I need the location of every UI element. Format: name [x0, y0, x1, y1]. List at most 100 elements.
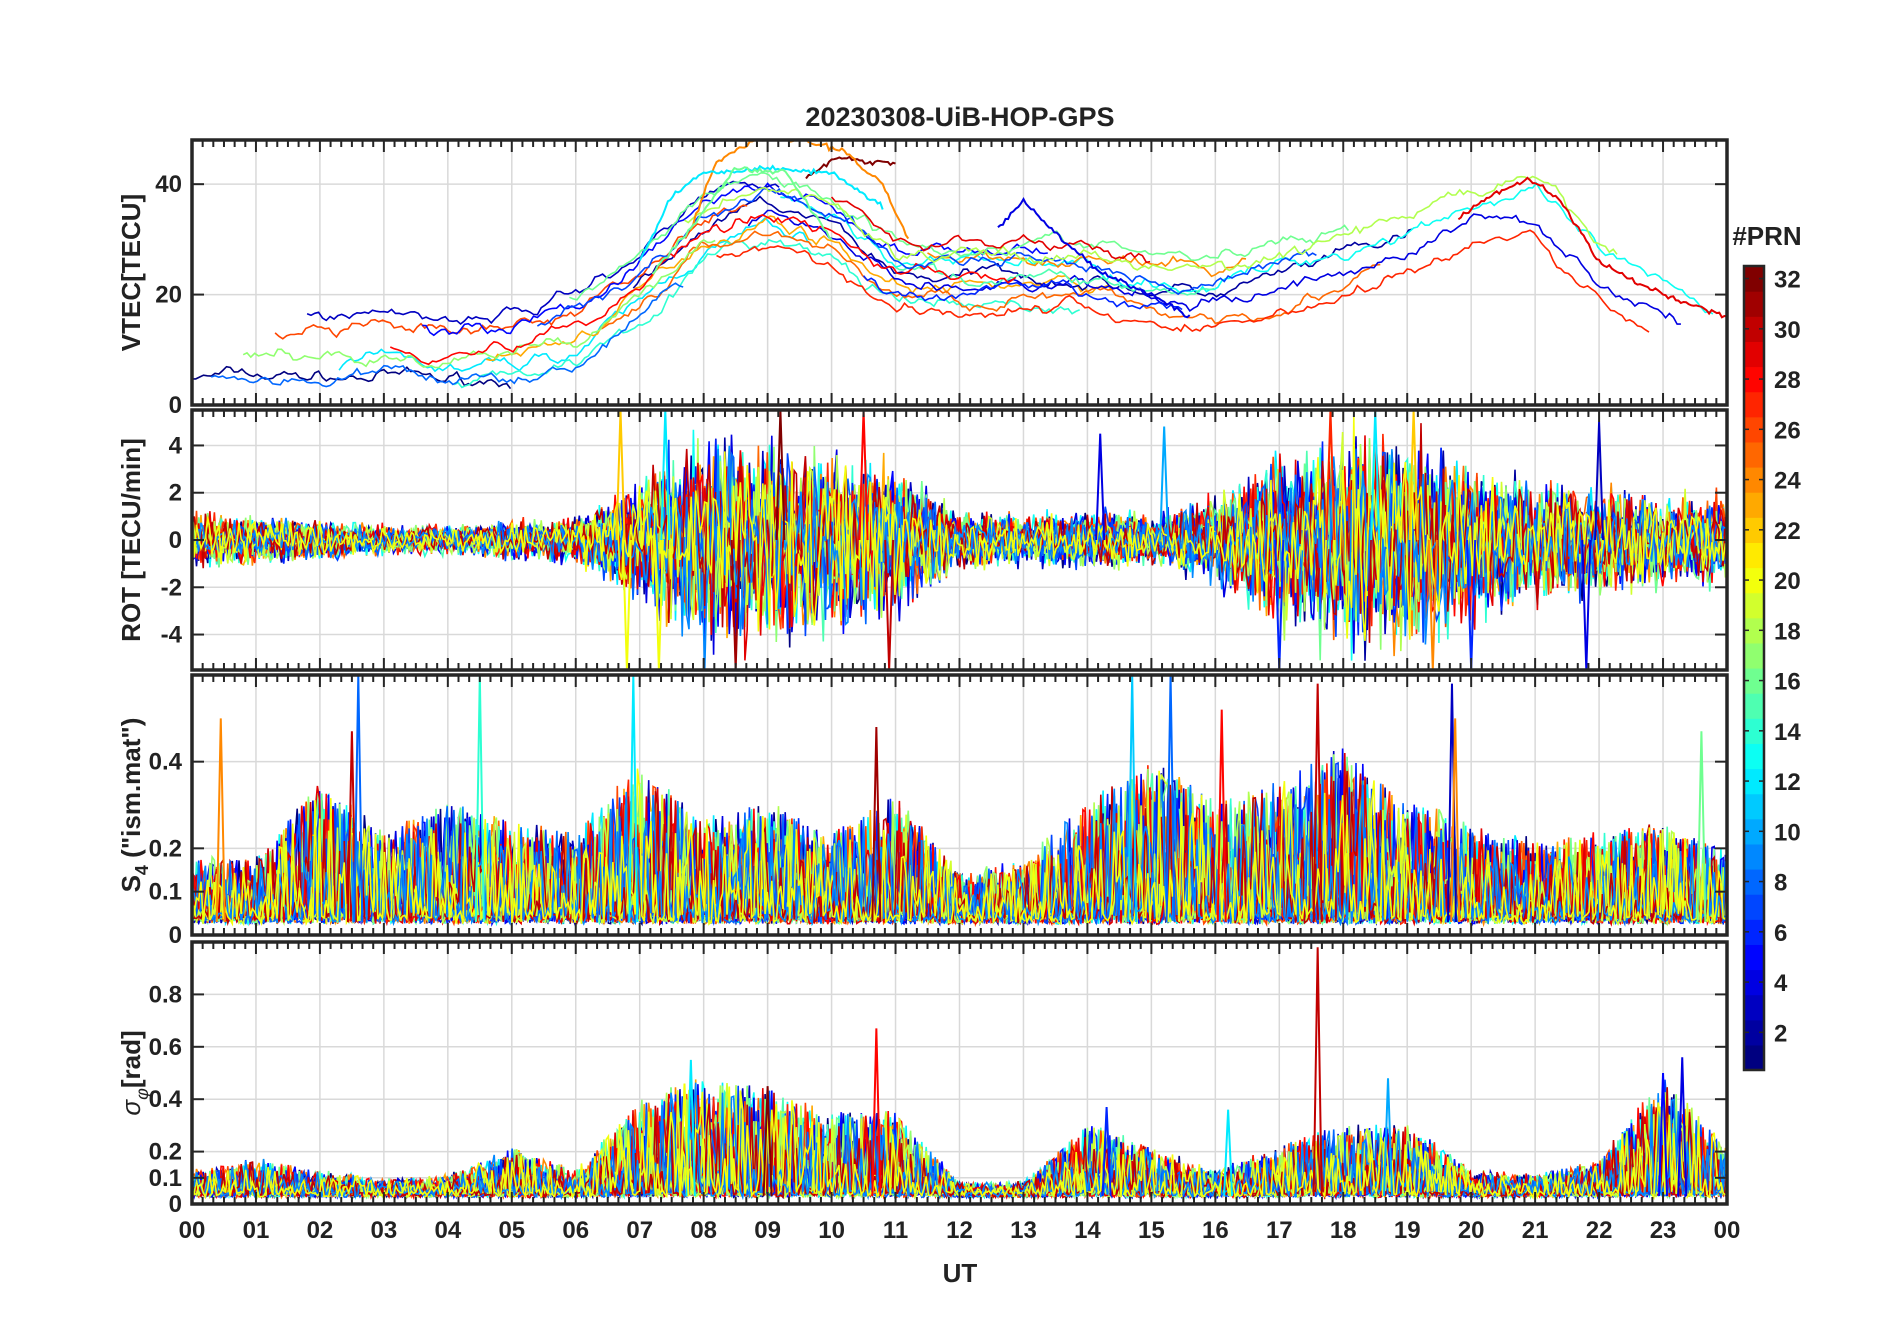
spike-prn-28 — [858, 410, 869, 541]
spike-prn-8 — [1165, 675, 1176, 923]
x-tick-label: 05 — [498, 1217, 525, 1244]
spike-prn-22 — [1408, 410, 1419, 541]
colorbar-band — [1744, 517, 1764, 543]
series-line — [242, 239, 716, 369]
spike-prn-30 — [1312, 683, 1323, 923]
x-tick-label: 20 — [1458, 1217, 1485, 1244]
colorbar-tick-label: 32 — [1774, 267, 1801, 294]
colorbar-tick-label: 26 — [1774, 417, 1801, 444]
colorbar-band — [1744, 642, 1764, 669]
series-line — [192, 445, 1726, 670]
spike-prn-31 — [871, 726, 882, 923]
spike-prn-27 — [1325, 410, 1336, 541]
y-tick-label: 0.1 — [149, 1165, 182, 1192]
colorbar-band — [1744, 668, 1764, 694]
x-tick-label: 07 — [626, 1217, 653, 1244]
ticks-rot — [191, 410, 1728, 670]
x-tick-label: 00 — [1714, 1217, 1741, 1244]
series-line — [192, 1087, 1727, 1201]
y-axis-label: VTEC[TECU] — [116, 194, 146, 351]
x-tick-label: 01 — [243, 1217, 270, 1244]
colorbar-band — [1744, 567, 1764, 594]
spike-prn-10 — [1383, 1078, 1394, 1197]
colorbar-band — [1744, 441, 1764, 468]
y-tick-label: -2 — [161, 574, 182, 601]
series-line — [569, 171, 1350, 301]
spike-prn-12 — [1223, 1109, 1234, 1197]
colorbar-tick-label: 22 — [1774, 518, 1801, 545]
spike-prn-22 — [615, 410, 626, 541]
colorbar-tick-label: 2 — [1774, 1020, 1787, 1047]
y-tick-label: 0 — [169, 392, 182, 419]
colorbar-band — [1744, 542, 1764, 569]
spike-prn-12 — [660, 410, 671, 541]
spike-prn-20 — [679, 1083, 690, 1197]
panel-s4: 0 0.1 0.2 0.4S4 ("ism.mat") — [116, 673, 1729, 949]
colorbar-band — [1744, 994, 1764, 1021]
spike-prn-30 — [884, 539, 895, 670]
y-tick-label: -4 — [161, 622, 183, 649]
spike-prn-4 — [1095, 433, 1106, 541]
x-tick-label: 16 — [1202, 1217, 1229, 1244]
x-tick-label: 18 — [1330, 1217, 1357, 1244]
colorbar-band — [1744, 944, 1764, 971]
colorbar-tick-label: 6 — [1774, 920, 1787, 947]
colorbar-tick-label: 14 — [1774, 719, 1801, 746]
data-s4 — [192, 675, 1727, 928]
colorbar-band — [1744, 316, 1764, 342]
spike-prn-30 — [1312, 947, 1323, 1197]
x-tick-label: 04 — [434, 1217, 461, 1244]
ticks-vtec — [191, 140, 1728, 406]
colorbar-band — [1744, 492, 1764, 518]
y-tick-label: 0.2 — [149, 1139, 182, 1166]
spike-prn-14 — [474, 675, 485, 923]
spike-prn-6 — [1466, 539, 1477, 670]
chart-title: 20230308-UiB-HOP-GPS — [805, 102, 1114, 132]
x-tick-label: 23 — [1650, 1217, 1677, 1244]
x-tick-label: 02 — [307, 1217, 334, 1244]
x-tick-label: 12 — [946, 1217, 973, 1244]
series-line-prn-12 — [638, 164, 884, 262]
colorbar-tick-label: 24 — [1774, 468, 1801, 495]
x-tick-label: 17 — [1266, 1217, 1293, 1244]
colorbar-band — [1744, 743, 1764, 770]
colorbar-band — [1744, 391, 1764, 418]
series-line-prn-32 — [805, 155, 896, 180]
data-vtec — [192, 140, 1727, 390]
x-tick-label: 10 — [818, 1217, 845, 1244]
ticks-s4 — [191, 675, 1728, 936]
y-tick-label: 4 — [169, 432, 183, 459]
grid-sigma-phi — [191, 942, 1728, 1205]
y-tick-label: 0 — [169, 527, 182, 554]
series-line — [536, 187, 1317, 327]
series-line — [422, 182, 1048, 337]
y-axis-label: ROT [TECU/min] — [116, 438, 146, 642]
y-tick-label: 0.1 — [149, 879, 182, 906]
colorbar-band — [1744, 693, 1764, 719]
y-tick-label: 0.8 — [149, 981, 182, 1008]
colorbar-band — [1744, 919, 1764, 945]
spike-prn-12 — [685, 1059, 696, 1197]
series-line — [830, 196, 1151, 264]
colorbar-band — [1744, 894, 1764, 920]
colorbar-tick-label: 12 — [1774, 769, 1801, 796]
spike-prn-20 — [621, 539, 632, 670]
colorbar-band — [1744, 869, 1764, 895]
spike-prn-16 — [1696, 731, 1707, 923]
spike-prn-24 — [1450, 718, 1461, 923]
spike-prn-32 — [775, 410, 786, 541]
x-tick-label: 03 — [371, 1217, 398, 1244]
series-line-prn-29 — [1457, 176, 1727, 319]
colorbar-band — [1744, 969, 1764, 996]
x-tick-label: 00 — [179, 1217, 206, 1244]
y-tick-label: 0 — [169, 922, 182, 949]
panel-sigma-phi: 00.10.2 0.4 0.6 0.8 σφ[rad] 00 01 02 03 04 05 06 07 0… — [116, 940, 1741, 1244]
y-axis-label: σφ[rad] — [116, 1030, 152, 1115]
colorbar-tick-label: 30 — [1774, 317, 1801, 344]
colorbar-band — [1744, 467, 1764, 493]
spike-prn-4 — [1677, 1057, 1688, 1197]
spike-prn-3 — [1446, 683, 1457, 923]
colorbar-band — [1744, 366, 1764, 393]
y-tick-label: 2 — [169, 480, 182, 507]
